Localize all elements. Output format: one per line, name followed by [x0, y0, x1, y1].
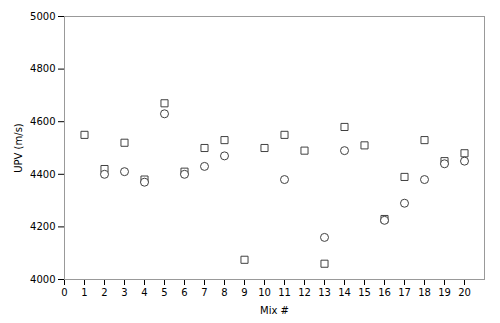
svg-text:4: 4	[141, 287, 147, 298]
svg-text:14: 14	[338, 287, 351, 298]
svg-text:4200: 4200	[30, 221, 55, 232]
svg-text:20: 20	[458, 287, 471, 298]
svg-text:10: 10	[258, 287, 271, 298]
svg-text:18: 18	[418, 287, 431, 298]
svg-text:4000: 4000	[30, 274, 55, 285]
svg-text:15: 15	[358, 287, 371, 298]
svg-text:2: 2	[101, 287, 107, 298]
svg-text:9: 9	[241, 287, 247, 298]
svg-text:13: 13	[318, 287, 331, 298]
svg-text:UPV (m/s): UPV (m/s)	[13, 123, 24, 173]
svg-text:4800: 4800	[30, 63, 55, 74]
svg-text:1: 1	[81, 287, 87, 298]
svg-text:7: 7	[201, 287, 207, 298]
svg-text:Mix #: Mix #	[260, 305, 289, 316]
svg-text:0: 0	[61, 287, 67, 298]
svg-text:12: 12	[298, 287, 311, 298]
svg-text:8: 8	[221, 287, 227, 298]
svg-text:17: 17	[398, 287, 411, 298]
svg-text:5000: 5000	[30, 11, 55, 22]
svg-text:16: 16	[378, 287, 391, 298]
svg-text:6: 6	[181, 287, 187, 298]
svg-text:11: 11	[278, 287, 291, 298]
svg-text:3: 3	[121, 287, 127, 298]
svg-text:5: 5	[161, 287, 167, 298]
svg-text:4600: 4600	[30, 116, 55, 127]
svg-text:4400: 4400	[30, 169, 55, 180]
svg-text:19: 19	[438, 287, 451, 298]
